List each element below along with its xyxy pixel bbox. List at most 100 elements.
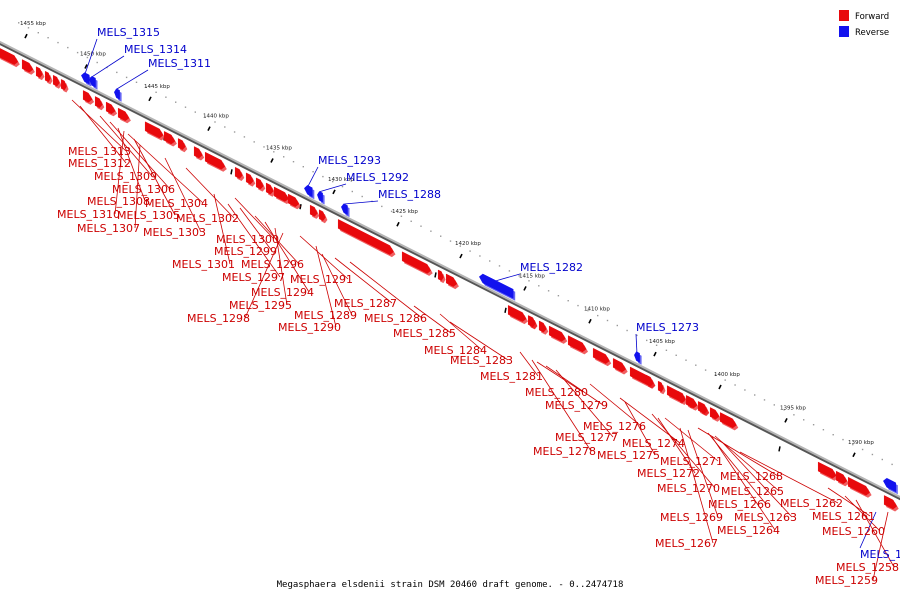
gene-arrow [144,121,164,139]
scale-dot [390,210,393,213]
gene-mels-1313[interactable] [0,48,20,68]
gene-mels-1295[interactable] [255,177,266,192]
gene-mels-1285[interactable] [401,251,433,276]
gene-mels-1272[interactable] [657,380,666,395]
gene-mels-1297[interactable] [177,138,188,153]
scale-dot [145,86,147,88]
gene-mels-1283[interactable] [445,273,459,290]
gene-label: MELS_1284 [424,344,487,357]
gene-mels-1293[interactable] [303,184,315,200]
scale-dot [567,300,569,302]
gene-arrow [401,251,432,274]
gene-mels-1258[interactable] [847,476,872,498]
gene-mels-1277[interactable] [548,325,568,344]
label-leader [439,313,483,351]
scale-tick-mark [718,384,722,390]
gene-mels-1264[interactable] [699,401,710,417]
gene-label: MELS_1312 [68,157,131,170]
gene-mels-1303[interactable] [117,107,131,124]
scale-tick-label: 1430 kbp [328,177,354,183]
gene-mels-1310[interactable] [60,78,69,93]
gene-mels-1262[interactable] [719,412,739,431]
gene-label: MELS_1285 [393,327,456,340]
gene-mels-1301[interactable] [163,130,177,147]
gene-mels-1289[interactable] [318,209,328,224]
scale-dot [724,379,726,381]
legend-reverse-swatch [839,26,849,37]
track-tick [434,272,437,278]
label-leader [555,369,614,438]
gene-mels-1269[interactable] [685,394,694,409]
gene-mels-1273[interactable] [634,351,642,365]
gene-label: MELS_1303 [143,226,206,239]
track-tick [230,169,233,175]
gene-arrow [445,273,458,287]
scale-tick-label: 1395 kbp [780,405,806,411]
track-line [0,40,900,499]
gene-mels-1314[interactable] [89,75,98,90]
gene-label: MELS_1280 [525,386,588,399]
gene-mels-1284[interactable] [437,269,446,284]
scale-tick-label: 1405 kbp [649,339,675,345]
gene-label: MELS_1299 [214,245,277,258]
gene-mels-1259[interactable] [883,495,899,512]
gene-mels-1299[interactable] [204,151,227,172]
gene-mels-1309[interactable] [35,66,45,81]
gene-mels-1287[interactable] [309,204,320,219]
gene-mels-1282[interactable] [478,273,516,301]
scale-dot [754,394,756,396]
gene-mels-1261[interactable] [817,461,838,481]
gene-mels-1302[interactable] [144,121,165,141]
gene-mels-1307[interactable] [105,101,118,117]
label-leader [274,227,288,306]
gene-mels-1296[interactable] [234,166,245,181]
gene-mels-1270[interactable] [645,374,656,389]
gene-mels-1306[interactable] [44,70,53,85]
scale-dot [27,27,30,29]
label-leader [687,429,719,518]
gene-mels-1304[interactable] [82,90,95,105]
legend-reverse-label: Reverse [855,28,889,38]
gene-mels-1274[interactable] [592,347,612,367]
gene-mels-1279[interactable] [538,320,549,335]
gene-mels-1276[interactable] [567,335,588,355]
gene-mels-1278[interactable] [527,315,538,330]
scale-dot [410,220,412,222]
gene-mels-1275[interactable] [612,357,628,375]
gene-mels-1305[interactable] [94,96,105,111]
scale-tick-mark [588,318,592,324]
gene-mels-1267[interactable] [677,390,688,405]
scale-dot [812,424,815,426]
scale-dot [302,166,304,168]
gene-mels-1308[interactable] [52,74,62,89]
gene-arrow [44,70,51,83]
label-leader [114,130,125,215]
gene-mels-1260[interactable] [835,470,849,487]
gene-mels-1294[interactable] [245,172,256,187]
gene-mels-1281[interactable] [507,304,528,325]
gene-label: MELS_1309 [94,170,157,183]
gene-mels-1292[interactable] [317,191,325,205]
label-leader [117,127,146,202]
label-leader [413,305,452,334]
gene-arrow [94,96,103,109]
scale-ruler: 1455 kbp 1450 kbp 1445 kbp 1440 kbp 1435 kbp… [18,21,893,487]
gene-features [0,48,899,512]
label-leader [321,253,353,316]
label-leader [84,38,98,74]
scale-dot [47,37,49,39]
gene-mels-1286[interactable] [337,218,396,258]
gene-mels-1263[interactable] [709,407,722,422]
gene-arrow [204,151,226,170]
gene-arrow [719,412,737,429]
gene-mels-1311[interactable] [114,88,122,102]
label-leader [244,232,284,319]
gene-mels-1315[interactable] [80,72,92,87]
gene-mels-1290[interactable] [287,193,301,210]
gene-mels-1288[interactable] [341,203,350,218]
gene-mels-1300[interactable] [193,146,205,161]
label-leader [116,69,149,90]
gene-mels-1257[interactable] [882,477,898,495]
gene-mels-1312[interactable] [21,59,35,75]
gene-mels-1298[interactable] [265,182,276,197]
